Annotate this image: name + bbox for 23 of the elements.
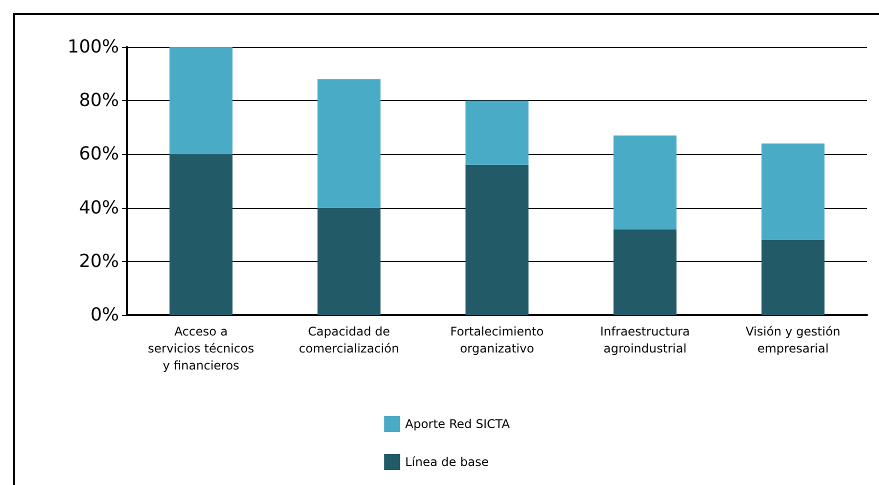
- legend-label: Línea de base: [405, 455, 489, 469]
- y-tick-label: 60%: [78, 144, 119, 165]
- x-tick-label: Visión y gestión empresarial: [746, 324, 840, 356]
- y-tick-label: 0%: [90, 304, 119, 326]
- x-tick-label: Infraestructura agroindustrial: [600, 324, 690, 356]
- x-tick-label: Capacidad de comercialización: [298, 324, 400, 356]
- bar: [762, 143, 824, 240]
- bar: [318, 79, 380, 208]
- bar: [614, 229, 676, 315]
- bar: [170, 154, 232, 315]
- y-tick-label: 40%: [78, 197, 119, 218]
- y-tick-label: 100%: [68, 36, 119, 58]
- x-tick-label: Fortalecimiento organizativo: [450, 324, 544, 356]
- x-tick-label: Acceso a servicios técnicos y financieros: [148, 324, 254, 372]
- bar: [614, 135, 676, 230]
- y-tick-label: 80%: [78, 90, 119, 112]
- bar: [318, 208, 380, 315]
- bar: [466, 164, 528, 315]
- bar: [170, 47, 232, 154]
- bar: [762, 240, 824, 315]
- legend-label: Aporte Red SICTA: [405, 417, 511, 431]
- bar: [466, 100, 528, 165]
- y-tick-label: 20%: [78, 250, 119, 272]
